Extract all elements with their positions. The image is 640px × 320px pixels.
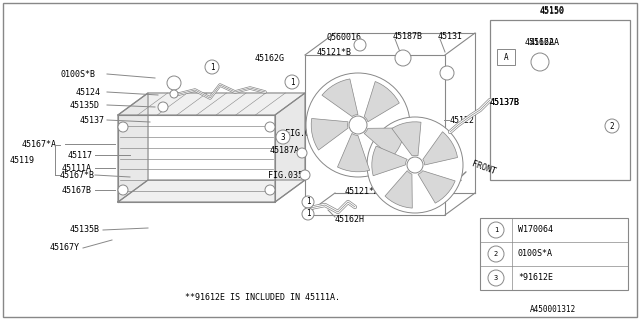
Circle shape — [297, 148, 307, 158]
Text: 2: 2 — [610, 122, 614, 131]
Circle shape — [488, 270, 504, 286]
Circle shape — [170, 90, 178, 98]
Polygon shape — [118, 115, 275, 202]
Circle shape — [349, 116, 367, 134]
Text: FIG.036: FIG.036 — [285, 129, 320, 138]
Text: 1: 1 — [306, 210, 310, 219]
Text: 45150: 45150 — [540, 6, 565, 15]
Polygon shape — [337, 133, 370, 172]
Text: 45124: 45124 — [76, 87, 101, 97]
Bar — [480, 218, 628, 290]
Text: 45135B: 45135B — [70, 226, 100, 235]
Polygon shape — [118, 93, 148, 202]
Text: 45137: 45137 — [80, 116, 105, 124]
Circle shape — [407, 157, 423, 173]
Polygon shape — [385, 171, 412, 208]
Text: 45150: 45150 — [540, 5, 565, 14]
Circle shape — [354, 39, 366, 51]
Circle shape — [302, 196, 314, 208]
Text: 3: 3 — [494, 275, 498, 281]
Text: 45185: 45185 — [385, 167, 410, 177]
Text: W170064: W170064 — [518, 226, 553, 235]
Circle shape — [605, 119, 619, 133]
Text: 45137B: 45137B — [490, 98, 520, 107]
Circle shape — [302, 208, 314, 220]
Circle shape — [118, 185, 128, 195]
Text: 45117: 45117 — [68, 150, 93, 159]
Circle shape — [167, 76, 181, 90]
Circle shape — [350, 117, 366, 133]
Circle shape — [285, 75, 299, 89]
Text: 4513I: 4513I — [438, 31, 463, 41]
Circle shape — [300, 170, 310, 180]
Polygon shape — [118, 180, 305, 202]
Circle shape — [265, 185, 275, 195]
Circle shape — [367, 117, 463, 213]
Polygon shape — [372, 146, 407, 176]
Text: FIG.035: FIG.035 — [268, 171, 303, 180]
Circle shape — [440, 66, 454, 80]
Text: FRONT: FRONT — [470, 159, 497, 177]
Text: 45122: 45122 — [450, 116, 475, 124]
Text: 1: 1 — [494, 227, 498, 233]
Text: 45162G: 45162G — [255, 53, 285, 62]
Text: 45162A: 45162A — [530, 37, 560, 46]
Text: 0100S*B: 0100S*B — [60, 69, 95, 78]
Circle shape — [205, 60, 219, 74]
Text: 0100S*A: 0100S*A — [518, 250, 553, 259]
Polygon shape — [423, 132, 458, 165]
Text: 1: 1 — [306, 197, 310, 206]
Polygon shape — [275, 93, 305, 202]
Circle shape — [488, 222, 504, 238]
Text: 45162H: 45162H — [335, 215, 365, 225]
Polygon shape — [392, 122, 421, 156]
Text: 3: 3 — [281, 132, 285, 141]
Polygon shape — [311, 118, 348, 150]
Text: A: A — [504, 52, 508, 61]
Text: Q560016: Q560016 — [326, 33, 361, 42]
Bar — [497, 49, 515, 65]
Circle shape — [395, 50, 411, 66]
Circle shape — [158, 102, 168, 112]
Text: 45121*B: 45121*B — [317, 47, 352, 57]
Circle shape — [306, 73, 410, 177]
Text: 45135D: 45135D — [70, 100, 100, 109]
Text: 45137B: 45137B — [490, 98, 520, 107]
Text: 45167*A: 45167*A — [22, 140, 57, 148]
Text: 45167Y: 45167Y — [50, 244, 80, 252]
Circle shape — [265, 122, 275, 132]
Text: 45111A: 45111A — [62, 164, 92, 172]
Text: 45187B: 45187B — [393, 31, 423, 41]
Text: 45162A: 45162A — [525, 37, 555, 46]
Text: 2: 2 — [494, 251, 498, 257]
Polygon shape — [364, 82, 399, 122]
Text: 45187A: 45187A — [270, 146, 300, 155]
Circle shape — [531, 53, 549, 71]
Text: **91612E IS INCLUDED IN 45111A.: **91612E IS INCLUDED IN 45111A. — [185, 293, 340, 302]
Text: 1: 1 — [290, 77, 294, 86]
Text: 45121*A: 45121*A — [345, 188, 380, 196]
Text: 1: 1 — [210, 62, 214, 71]
Polygon shape — [322, 79, 358, 116]
Circle shape — [488, 246, 504, 262]
Text: A450001312: A450001312 — [530, 306, 576, 315]
Text: 45167B: 45167B — [62, 186, 92, 195]
Polygon shape — [118, 93, 305, 115]
Text: *91612E: *91612E — [518, 274, 553, 283]
Polygon shape — [364, 128, 404, 157]
Bar — [490, 20, 630, 180]
Text: 45119: 45119 — [10, 156, 35, 164]
Bar — [305, 55, 445, 215]
Polygon shape — [418, 171, 455, 203]
Circle shape — [408, 158, 422, 172]
Text: 45167*B: 45167*B — [60, 171, 95, 180]
Circle shape — [276, 130, 290, 144]
Circle shape — [118, 122, 128, 132]
